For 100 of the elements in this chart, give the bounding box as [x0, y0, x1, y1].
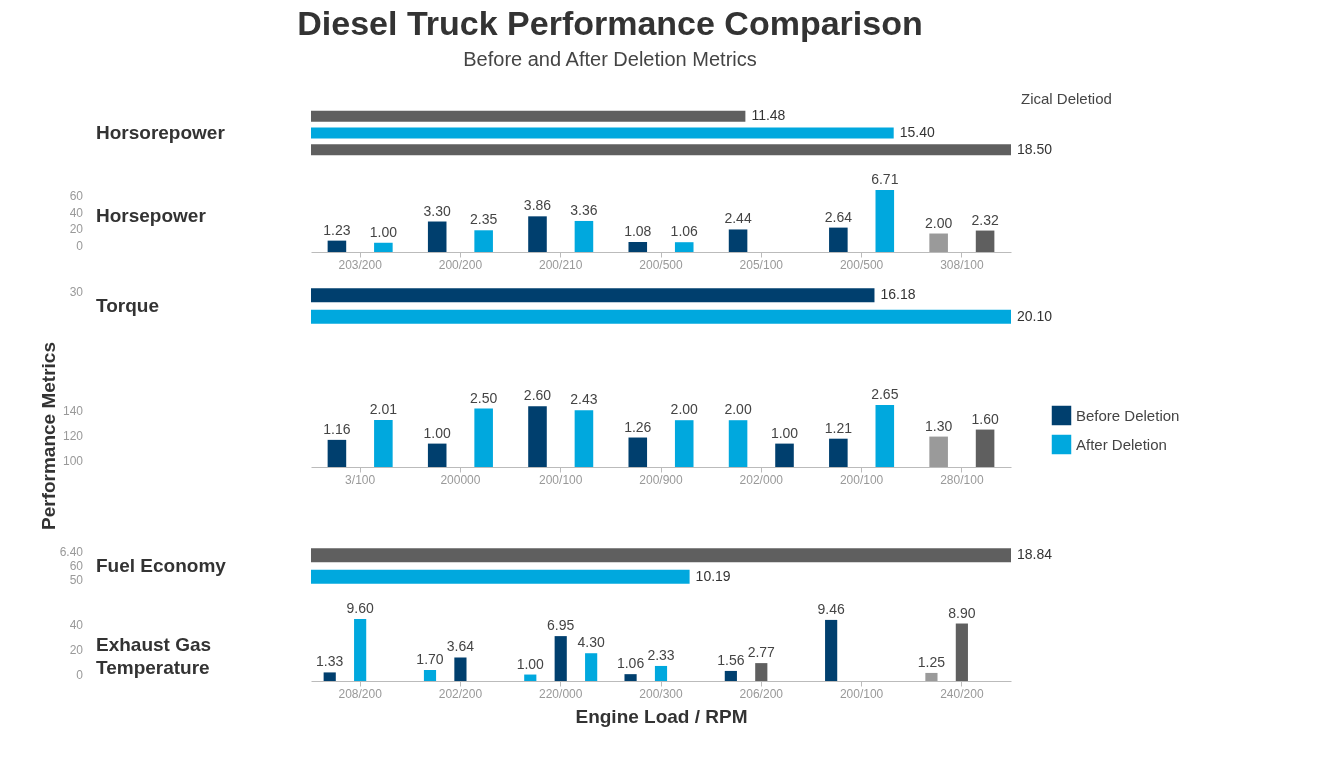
data-label: 1.30 — [925, 417, 953, 434]
data-label: 2.77 — [747, 644, 776, 661]
data-label: 1.06 — [616, 655, 645, 672]
x-tick-label: 280/100 — [940, 472, 984, 487]
bar — [427, 443, 447, 467]
x-tick-label: 208/200 — [338, 686, 383, 701]
x-tick-label: 202/000 — [739, 472, 784, 487]
x-tick-label: 200/200 — [438, 257, 483, 272]
text: 40 — [69, 618, 84, 632]
text: 20 — [69, 222, 84, 237]
data-label: 1.33 — [316, 653, 344, 670]
bar — [624, 674, 637, 681]
bar — [474, 408, 493, 467]
text: Exhaust Gas Temperature — [96, 634, 212, 678]
text: Fuel Economy — [96, 555, 227, 576]
bar — [327, 439, 347, 467]
bar — [829, 438, 848, 467]
text: Horsorepower — [96, 122, 226, 143]
data-label: 1.56 — [717, 651, 745, 668]
x-tick-label: 240/200 — [940, 686, 984, 701]
x-tick-label: 203/200 — [338, 257, 383, 272]
x-tick-label: 202/200 — [438, 686, 483, 701]
data-label: 9.60 — [346, 600, 374, 616]
x-tick-label: 3/100 — [345, 472, 376, 487]
bar — [528, 406, 547, 467]
text: Horsepower — [96, 205, 207, 226]
bar — [755, 663, 768, 681]
bar — [574, 410, 594, 467]
data-label: 2.00 — [724, 401, 752, 418]
data-label: 3.36 — [570, 201, 598, 218]
data-label: 3.30 — [423, 202, 452, 219]
bar — [929, 436, 948, 467]
bar — [374, 242, 393, 252]
data-label: 1.08 — [624, 223, 652, 240]
data-label: 18.50 — [1017, 140, 1053, 157]
bar — [875, 405, 895, 467]
data-label: 3.64 — [446, 638, 475, 655]
x-tick-label: 200000 — [440, 472, 481, 487]
text: 0 — [76, 668, 84, 682]
text: 60 — [69, 189, 84, 203]
data-label: 1.00 — [770, 424, 799, 441]
bar — [829, 227, 848, 252]
bar — [975, 230, 995, 252]
bar — [674, 242, 694, 252]
data-label: 4.30 — [577, 634, 605, 651]
bar — [323, 672, 336, 681]
bar — [327, 240, 347, 252]
data-label: 10.19 — [695, 567, 731, 584]
bar — [975, 429, 995, 467]
bar — [929, 233, 948, 252]
data-label: 6.71 — [871, 171, 899, 187]
x-tick-label: 200/900 — [639, 472, 684, 487]
x-tick-label: 200/100 — [839, 472, 884, 487]
data-label: 20.10 — [1017, 307, 1053, 324]
data-label: 2.00 — [925, 214, 953, 231]
legend-label: Before Deletion — [1076, 406, 1180, 424]
data-label: 1.60 — [971, 410, 999, 427]
data-label: 2.32 — [971, 211, 999, 228]
text: Torque — [96, 295, 159, 316]
y-axis-title: Performance Metrics — [38, 342, 59, 530]
data-label: 2.64 — [824, 208, 853, 225]
data-label: 15.40 — [899, 124, 935, 140]
x-tick-label: 308/100 — [940, 257, 984, 272]
x-axis-title: Engine Load / RPM — [575, 705, 748, 727]
text: 60 — [69, 559, 84, 573]
bar — [474, 230, 493, 252]
data-label: 9.46 — [817, 600, 845, 617]
bar — [374, 419, 393, 467]
data-label: 2.33 — [647, 646, 675, 663]
text: 120 — [62, 429, 84, 443]
text: 50 — [69, 573, 84, 587]
data-label: 2.00 — [670, 401, 699, 418]
x-tick-label: 200/210 — [539, 257, 583, 272]
data-label: 1.26 — [624, 418, 652, 435]
text: 6.40 — [59, 545, 84, 559]
x-tick-label: 200/300 — [639, 686, 684, 701]
x-tick-label: 205/100 — [739, 257, 784, 272]
bar — [825, 619, 838, 681]
bar — [585, 653, 598, 681]
data-label: 16.18 — [880, 286, 916, 303]
data-label: 3.86 — [523, 197, 552, 214]
data-label: 1.25 — [917, 653, 946, 670]
data-label: 2.50 — [470, 389, 498, 406]
x-tick-label: 220/000 — [539, 686, 583, 701]
data-label: 2.60 — [523, 387, 552, 404]
data-label: 2.01 — [369, 400, 398, 417]
data-label: 1.06 — [670, 223, 699, 240]
text: 40 — [69, 205, 84, 220]
data-label: 1.23 — [323, 221, 351, 238]
chart-title: Diesel Truck Performance Comparison — [297, 4, 923, 42]
data-label: 11.48 — [751, 107, 786, 124]
data-label: 1.00 — [369, 223, 398, 240]
bar — [674, 420, 694, 467]
bar — [628, 437, 648, 467]
bar — [724, 670, 737, 681]
data-label: 1.70 — [416, 651, 444, 668]
x-tick-label: 206/200 — [739, 686, 784, 701]
text: 140 — [62, 404, 84, 418]
data-label: 2.43 — [570, 391, 598, 408]
data-label: 6.95 — [547, 617, 575, 634]
